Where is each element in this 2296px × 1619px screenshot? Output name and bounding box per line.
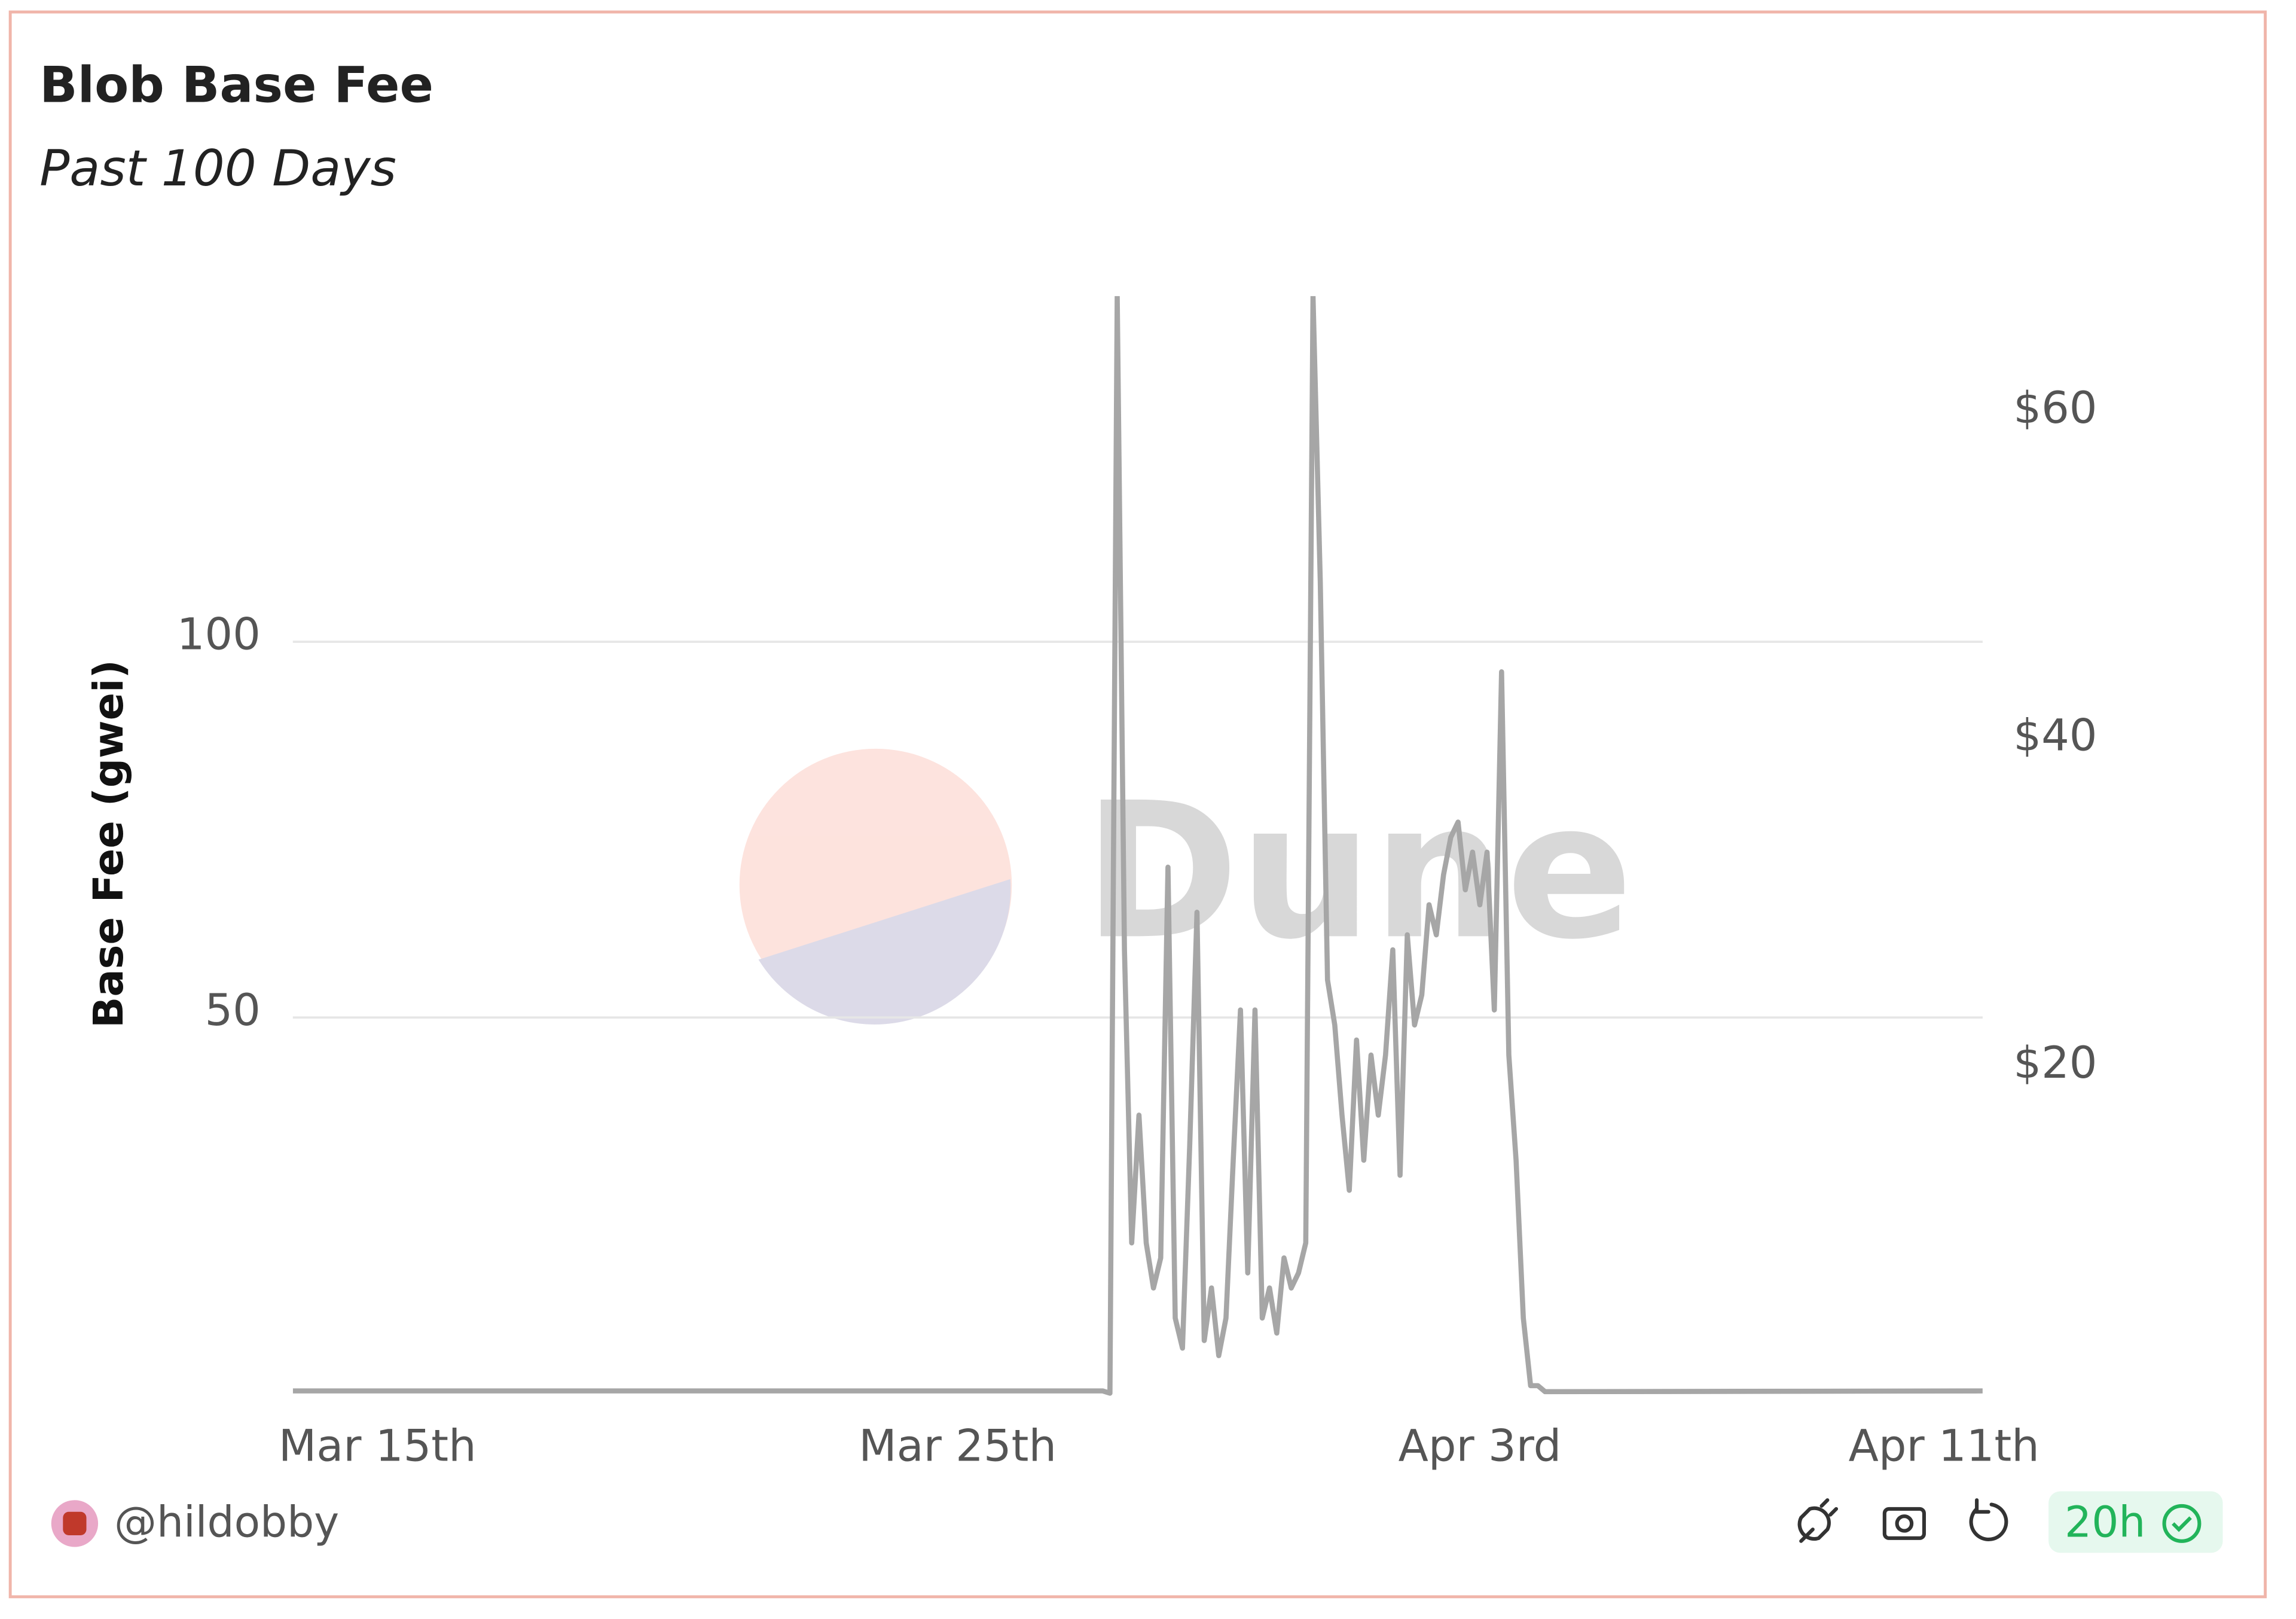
footer: @hildobby 20h [51, 1491, 2223, 1553]
y-axis-label: Base Fee (gwei) [85, 660, 133, 1028]
x-tick-label: Mar 15th [279, 1420, 477, 1471]
avatar-figure [63, 1511, 87, 1535]
author[interactable]: @hildobby [114, 1497, 339, 1547]
y2-tick-label: $20 [2013, 1038, 2097, 1089]
embed-icon[interactable] [1797, 1498, 1839, 1543]
verified-icon [2162, 1504, 2202, 1543]
chart-subtitle: Past 100 Days [39, 139, 396, 197]
watermark-logo-part [758, 879, 1011, 1025]
watermark: Dune [739, 748, 1633, 1025]
y2-tick-label: $60 [2013, 383, 2097, 434]
screenshot-icon[interactable] [1882, 1507, 1926, 1540]
y-tick-label: 100 [177, 609, 261, 660]
refresh-icon[interactable] [1969, 1498, 2008, 1542]
x-tick-label: Apr 11th [1849, 1420, 2039, 1471]
watermark-text: Dune [1083, 762, 1633, 980]
verified-check [2172, 1516, 2192, 1532]
x-tick-label: Apr 3rd [1399, 1420, 1562, 1471]
series-line [292, 296, 1983, 1396]
screenshot-icon-lens [1895, 1514, 1914, 1533]
chart-title: Blob Base Fee [39, 56, 433, 114]
plot: 50 100 $20 $40 $60 Mar 15th Mar 25th Apr 3rd Apr… [177, 296, 2097, 1471]
x-tick-label: Mar 25th [859, 1420, 1057, 1471]
card-border [8, 10, 2267, 1599]
refresh-age: 20h [2065, 1497, 2145, 1547]
y2-tick-label: $40 [2013, 710, 2097, 761]
y-tick-label: 50 [204, 985, 260, 1036]
